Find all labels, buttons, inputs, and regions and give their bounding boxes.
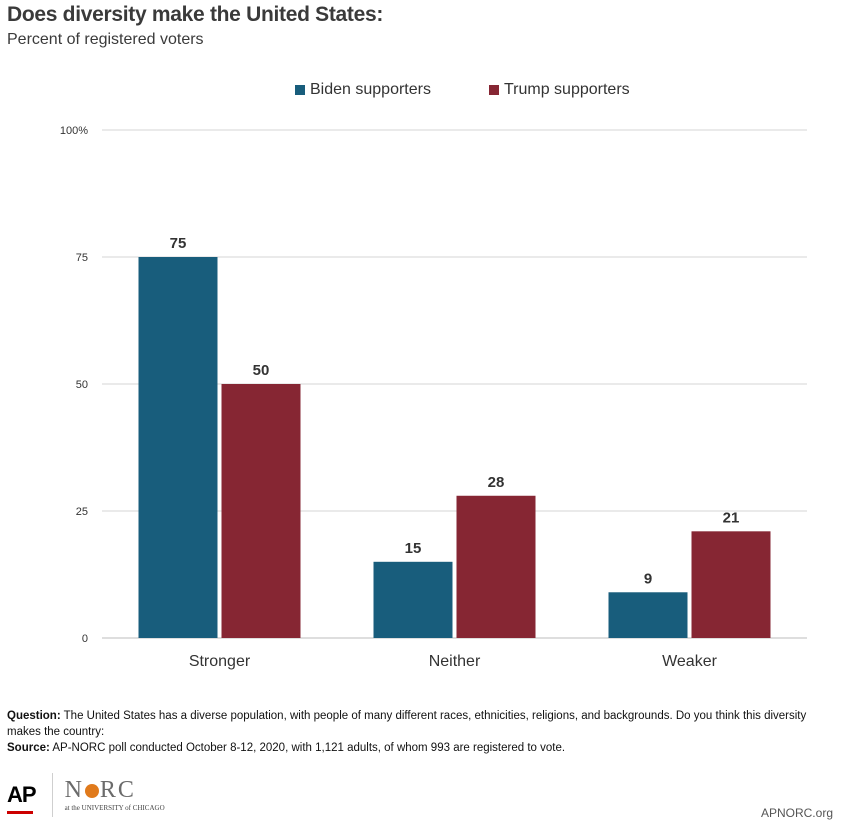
source-note: Source: AP-NORC poll conducted October 8… bbox=[7, 740, 822, 756]
bar-weaker-biden bbox=[608, 592, 688, 638]
data-label: 75 bbox=[170, 235, 187, 252]
bar-weaker-trump bbox=[691, 531, 771, 638]
norc-text-left: N bbox=[64, 777, 84, 803]
legend-label-biden: Biden supporters bbox=[310, 81, 431, 98]
data-label: 21 bbox=[723, 509, 740, 526]
y-tick-label: 25 bbox=[76, 506, 88, 518]
norc-text-right: RC bbox=[99, 777, 136, 803]
chart-title: Does diversity make the United States: bbox=[7, 3, 384, 26]
x-tick-label: Neither bbox=[429, 653, 481, 670]
legend-swatch-biden bbox=[295, 85, 305, 95]
data-label: 15 bbox=[405, 540, 422, 557]
source-text: AP-NORC poll conducted October 8-12, 202… bbox=[49, 742, 566, 754]
logos: AP N RC at the UNIVERSITY of CHICAGO bbox=[7, 772, 165, 818]
logo-divider bbox=[51, 773, 53, 817]
question-label: Question: bbox=[7, 710, 61, 722]
y-tick-label: 100% bbox=[60, 125, 88, 137]
question-text: The United States has a diverse populati… bbox=[7, 710, 807, 738]
source-label: Source: bbox=[7, 742, 50, 754]
ap-logo-bar bbox=[7, 811, 33, 814]
data-label: 50 bbox=[253, 362, 270, 379]
question-note: Question: The United States has a divers… bbox=[7, 708, 822, 740]
data-label: 28 bbox=[488, 474, 505, 491]
norc-o-icon bbox=[84, 784, 99, 799]
norc-subtitle: at the UNIVERSITY of CHICAGO bbox=[64, 804, 165, 812]
y-tick-label: 75 bbox=[76, 252, 88, 264]
footnote: Question: The United States has a divers… bbox=[7, 708, 822, 756]
legend-item-trump: Trump supporters bbox=[488, 81, 630, 99]
bar-chart: 0 25 50 75 100% 75 50 Stronger 15 28 Neither 9 21 Wea… bbox=[60, 125, 807, 670]
bar-stronger-biden bbox=[138, 257, 218, 638]
chart-subtitle: Percent of registered voters bbox=[7, 31, 204, 48]
bar-stronger-trump bbox=[221, 384, 301, 638]
norc-logo: N RC at the UNIVERSITY of CHICAGO bbox=[65, 778, 165, 812]
x-tick-label: Weaker bbox=[662, 653, 718, 670]
legend: Biden supporters Trump supporters bbox=[295, 81, 630, 99]
x-tick-label: Stronger bbox=[189, 653, 251, 670]
legend-swatch-trump bbox=[488, 85, 499, 95]
ap-logo: AP bbox=[7, 782, 37, 814]
bar-neither-trump bbox=[456, 495, 536, 638]
site-url: APNORC.org bbox=[760, 806, 833, 820]
legend-item-biden: Biden supporters bbox=[295, 81, 431, 99]
norc-wordmark: N RC bbox=[65, 778, 165, 802]
bar-neither-biden bbox=[373, 561, 453, 638]
data-label: 9 bbox=[644, 570, 652, 587]
y-tick-label: 50 bbox=[76, 379, 88, 391]
y-tick-label: 0 bbox=[82, 633, 88, 645]
legend-label-trump: Trump supporters bbox=[503, 81, 630, 98]
ap-logo-text: AP bbox=[7, 782, 37, 807]
